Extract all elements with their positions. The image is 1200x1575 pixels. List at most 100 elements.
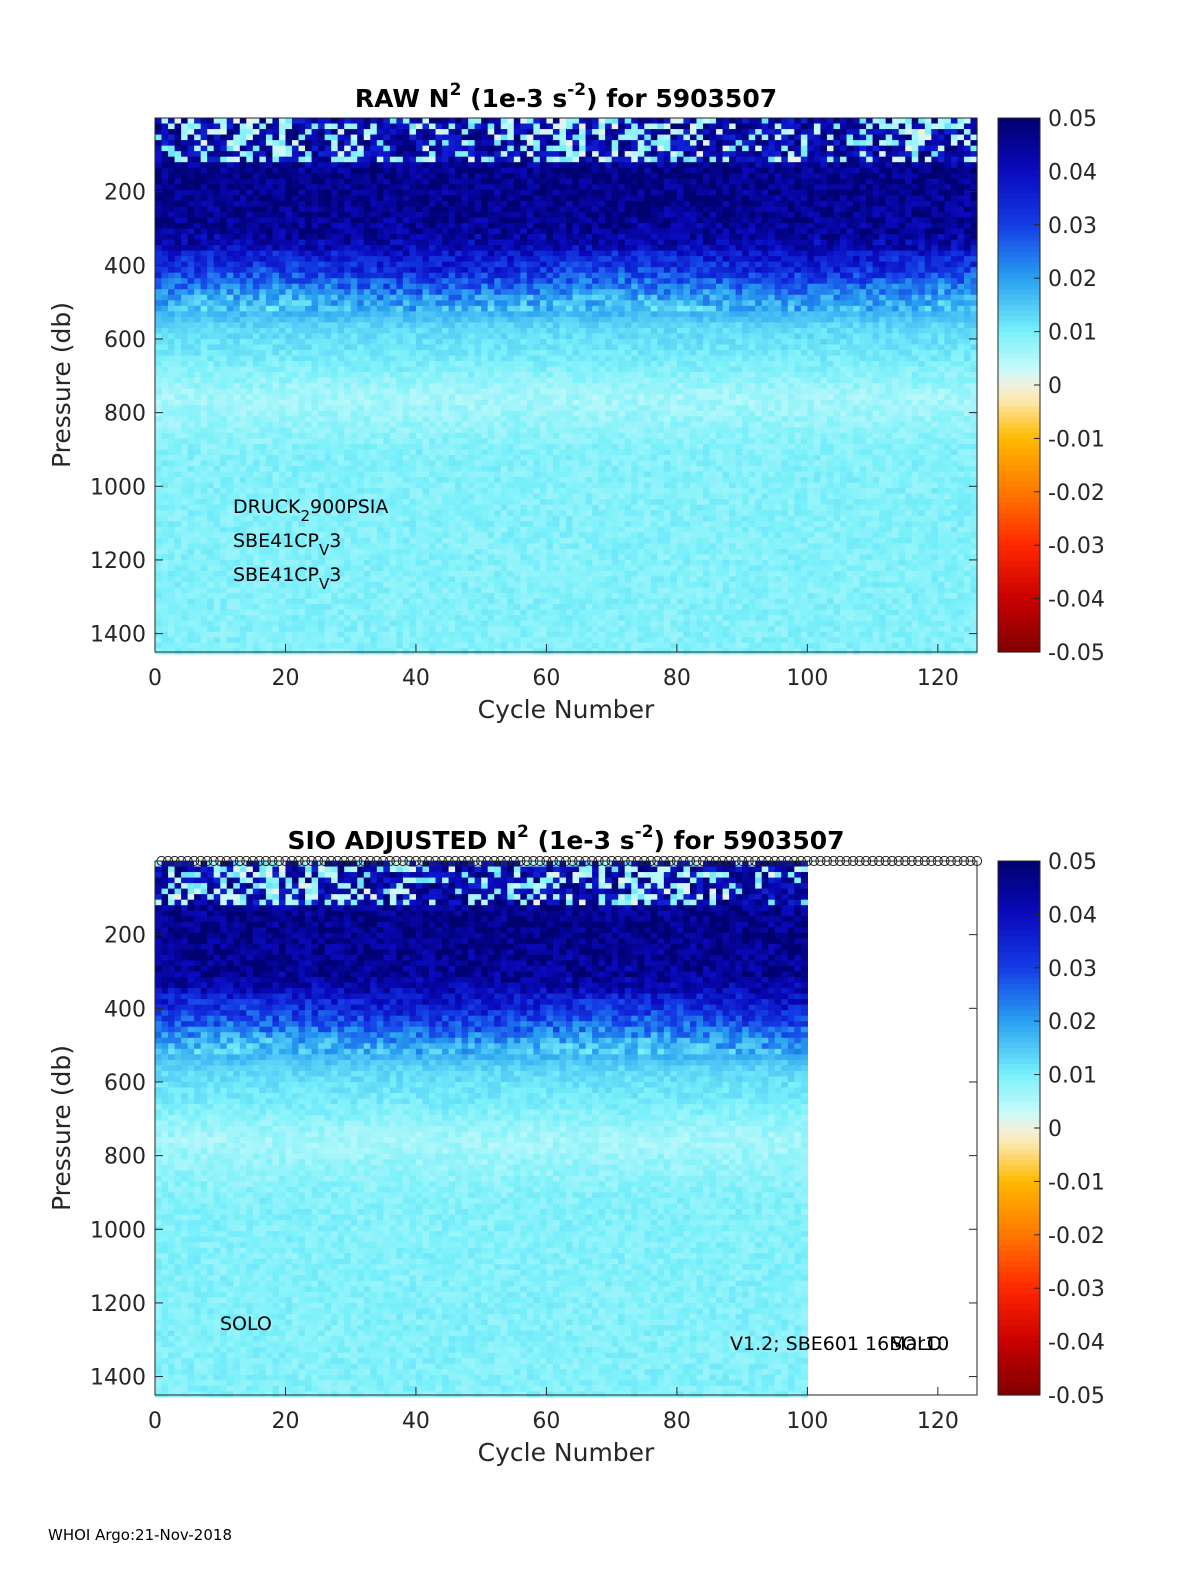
heatmap-cell <box>325 344 332 350</box>
heatmap-cell <box>246 278 253 284</box>
heatmap-cell <box>312 488 319 494</box>
heatmap-cell <box>155 190 162 196</box>
heatmap-cell <box>253 411 260 417</box>
heatmap-cell <box>175 240 182 246</box>
heatmap-cell <box>194 400 201 406</box>
heatmap-cell <box>305 400 312 406</box>
heatmap-cell <box>168 372 175 378</box>
heatmap-cell <box>468 361 475 367</box>
heatmap-cell <box>227 118 234 124</box>
heatmap-cell <box>351 632 358 638</box>
heatmap-cell <box>181 543 188 549</box>
heatmap-cell <box>331 615 338 621</box>
heatmap-cell <box>253 295 260 301</box>
heatmap-cell <box>442 637 449 643</box>
heatmap-cell <box>285 372 292 378</box>
heatmap-cell <box>227 179 234 185</box>
heatmap-cell <box>266 472 273 478</box>
heatmap-cell <box>155 267 162 273</box>
heatmap-cell <box>370 278 377 284</box>
heatmap-cell <box>455 212 462 218</box>
heatmap-cell <box>383 378 390 384</box>
heatmap-cell <box>403 565 410 571</box>
heatmap-cell <box>305 621 312 627</box>
heatmap-cell <box>312 378 319 384</box>
heatmap-cell <box>403 124 410 130</box>
heatmap-cell <box>422 129 429 135</box>
heatmap-cell <box>266 162 273 168</box>
heatmap-cell <box>481 516 488 522</box>
heatmap-cell <box>240 438 247 444</box>
heatmap-cell <box>299 637 306 643</box>
heatmap-cell <box>201 383 208 389</box>
heatmap-cell <box>305 179 312 185</box>
heatmap-cell <box>233 223 240 229</box>
heatmap-cell <box>462 577 469 583</box>
heatmap-cell <box>240 433 247 439</box>
heatmap-cell <box>383 543 390 549</box>
heatmap-cell <box>344 571 351 577</box>
heatmap-cell <box>422 494 429 500</box>
heatmap-cell <box>442 339 449 345</box>
heatmap-cell <box>214 521 221 527</box>
heatmap-cell <box>455 278 462 284</box>
heatmap-cell <box>422 433 429 439</box>
heatmap-cell <box>436 565 443 571</box>
heatmap-cell <box>331 593 338 599</box>
heatmap-cell <box>409 521 416 527</box>
heatmap-cell <box>162 383 169 389</box>
heatmap-cell <box>396 488 403 494</box>
heatmap-cell <box>462 582 469 588</box>
heatmap-cell <box>422 400 429 406</box>
heatmap-cell <box>364 521 371 527</box>
heatmap-cell <box>318 306 325 312</box>
heatmap-cell <box>181 317 188 323</box>
heatmap-cell <box>240 372 247 378</box>
heatmap-cell <box>318 223 325 229</box>
heatmap-cell <box>416 273 423 279</box>
heatmap-cell <box>475 477 482 483</box>
heatmap-cell <box>175 328 182 334</box>
heatmap-cell <box>246 228 253 234</box>
heatmap-cell <box>468 306 475 312</box>
heatmap-cell <box>455 135 462 141</box>
heatmap-cell <box>429 317 436 323</box>
heatmap-cell <box>390 234 397 240</box>
heatmap-cell <box>377 394 384 400</box>
heatmap-cell <box>181 565 188 571</box>
heatmap-cell <box>168 151 175 157</box>
heatmap-cell <box>168 532 175 538</box>
heatmap-cell <box>162 427 169 433</box>
heatmap-cell <box>299 400 306 406</box>
heatmap-cell <box>436 339 443 345</box>
heatmap-cell <box>481 228 488 234</box>
heatmap-cell <box>436 577 443 583</box>
heatmap-cell <box>233 124 240 130</box>
heatmap-cell <box>416 626 423 632</box>
heatmap-cell <box>475 217 482 223</box>
heatmap-cell <box>475 505 482 511</box>
heatmap-cell <box>338 378 345 384</box>
heatmap-cell <box>155 240 162 246</box>
heatmap-cell <box>207 328 214 334</box>
heatmap-cell <box>155 549 162 555</box>
heatmap-cell <box>246 433 253 439</box>
heatmap-cell <box>403 444 410 450</box>
heatmap-cell <box>475 461 482 467</box>
heatmap-cell <box>468 615 475 621</box>
heatmap-cell <box>390 549 397 555</box>
heatmap-cell <box>175 427 182 433</box>
heatmap-cell <box>403 389 410 395</box>
heatmap-cell <box>162 615 169 621</box>
heatmap-cell <box>259 632 266 638</box>
heatmap-cell <box>455 577 462 583</box>
heatmap-cell <box>481 405 488 411</box>
heatmap-cell <box>246 449 253 455</box>
heatmap-cell <box>175 565 182 571</box>
heatmap-cell <box>429 560 436 566</box>
heatmap-cell <box>416 356 423 362</box>
heatmap-cell <box>422 295 429 301</box>
heatmap-cell <box>155 433 162 439</box>
heatmap-cell <box>259 433 266 439</box>
heatmap-cell <box>481 383 488 389</box>
